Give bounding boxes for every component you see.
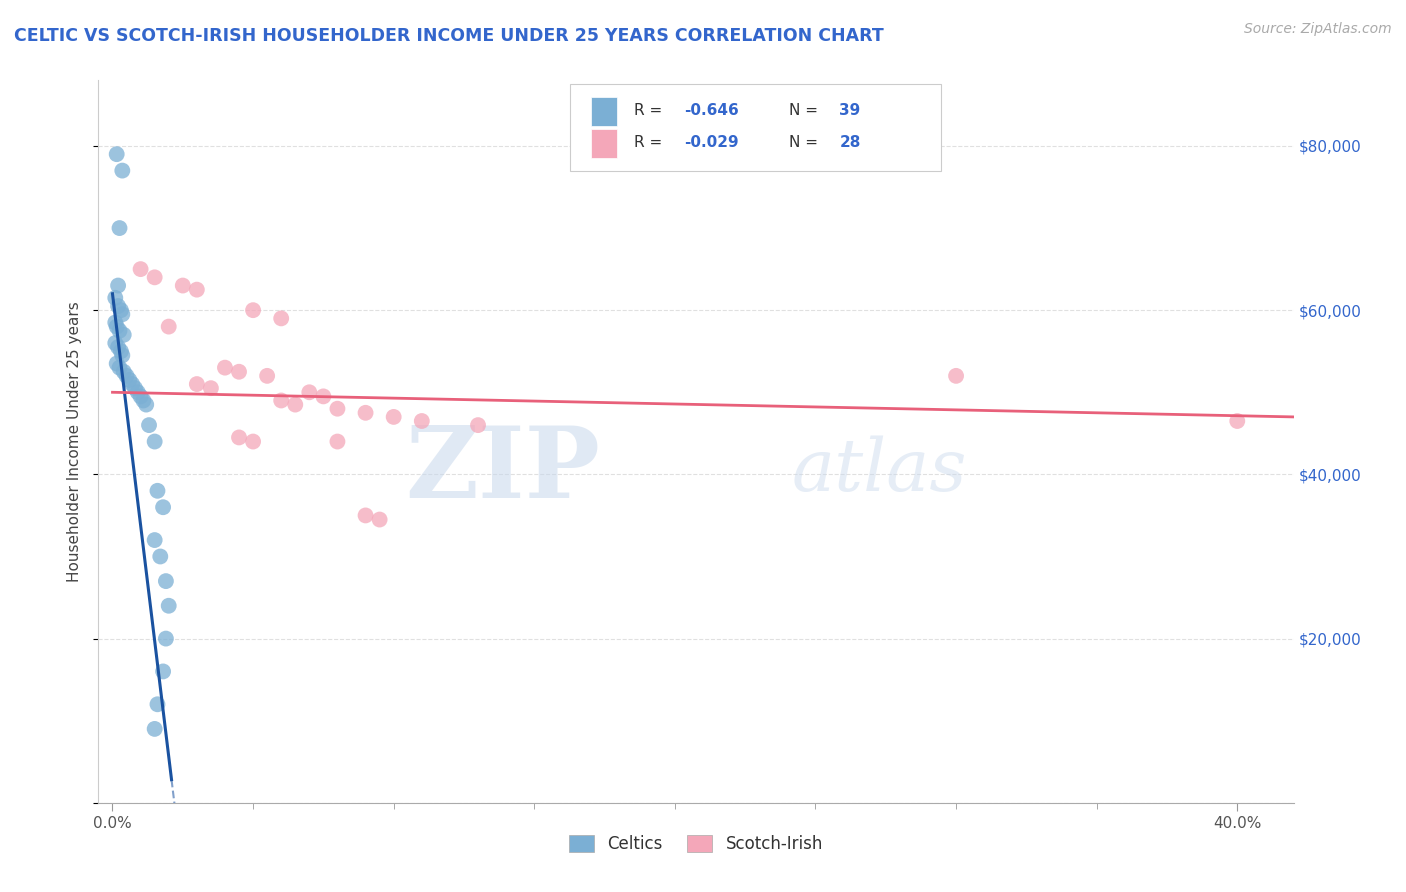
Point (112, 365, 135, 379)
Point (143, 270, 166, 285)
Text: N =: N = (789, 103, 823, 119)
Point (115, 368, 138, 383)
Point (242, 434, 264, 449)
Point (121, 377, 143, 392)
Text: Source: ZipAtlas.com: Source: ZipAtlas.com (1244, 22, 1392, 37)
Text: R =: R = (634, 103, 666, 119)
Point (105, 319, 128, 334)
Point (326, 401, 349, 416)
Point (107, 340, 129, 354)
Point (105, 357, 128, 371)
Text: atlas: atlas (792, 435, 967, 506)
Text: -0.029: -0.029 (685, 135, 738, 150)
Point (127, 385, 149, 400)
Point (111, 307, 134, 321)
Point (152, 500, 174, 515)
Point (108, 324, 131, 338)
Point (111, 348, 134, 362)
Point (1226, 414, 1249, 428)
Point (104, 291, 127, 305)
Point (146, 698, 169, 712)
Text: 39: 39 (839, 103, 860, 119)
Point (129, 389, 152, 403)
Point (155, 574, 177, 588)
Point (111, 163, 134, 178)
Point (256, 368, 278, 383)
Bar (591, 97, 617, 126)
Point (214, 360, 236, 375)
Point (155, 632, 177, 646)
Y-axis label: Householder Income Under 25 years: Householder Income Under 25 years (67, 301, 83, 582)
Point (112, 327, 135, 342)
Point (186, 283, 208, 297)
Text: CELTIC VS SCOTCH-IRISH HOUSEHOLDER INCOME UNDER 25 YEARS CORRELATION CHART: CELTIC VS SCOTCH-IRISH HOUSEHOLDER INCOM… (14, 27, 884, 45)
Point (105, 147, 128, 161)
Point (110, 303, 132, 318)
Point (129, 262, 152, 277)
Text: R =: R = (634, 135, 666, 150)
Point (143, 722, 166, 736)
Text: 28: 28 (839, 135, 860, 150)
Point (200, 381, 222, 395)
Bar (591, 128, 617, 158)
Point (108, 221, 131, 235)
Point (312, 389, 335, 403)
Point (107, 299, 129, 313)
Point (104, 316, 127, 330)
Point (108, 360, 131, 375)
Text: N =: N = (789, 135, 823, 150)
Point (368, 512, 391, 526)
Point (326, 434, 349, 449)
Point (152, 665, 174, 679)
Point (228, 365, 250, 379)
Point (270, 393, 292, 408)
Point (149, 549, 172, 564)
Point (124, 381, 146, 395)
Point (298, 385, 321, 400)
Point (354, 508, 377, 523)
Point (467, 418, 489, 433)
Point (284, 398, 307, 412)
Point (138, 418, 160, 433)
Point (945, 368, 967, 383)
Point (186, 377, 208, 392)
Point (354, 406, 377, 420)
Point (104, 336, 127, 351)
Point (135, 398, 157, 412)
Point (118, 373, 141, 387)
Text: ZIP: ZIP (405, 422, 600, 519)
Point (146, 483, 169, 498)
FancyBboxPatch shape (571, 84, 941, 170)
Point (242, 303, 264, 318)
Point (228, 430, 250, 444)
Point (143, 434, 166, 449)
Point (172, 278, 194, 293)
Point (132, 393, 155, 408)
Point (382, 409, 405, 424)
Point (143, 533, 166, 547)
Point (411, 414, 433, 428)
Text: -0.646: -0.646 (685, 103, 738, 119)
Point (270, 311, 292, 326)
Point (157, 319, 180, 334)
Legend: Celtics, Scotch-Irish: Celtics, Scotch-Irish (562, 828, 830, 860)
Point (110, 344, 132, 359)
Point (107, 278, 129, 293)
Point (157, 599, 180, 613)
